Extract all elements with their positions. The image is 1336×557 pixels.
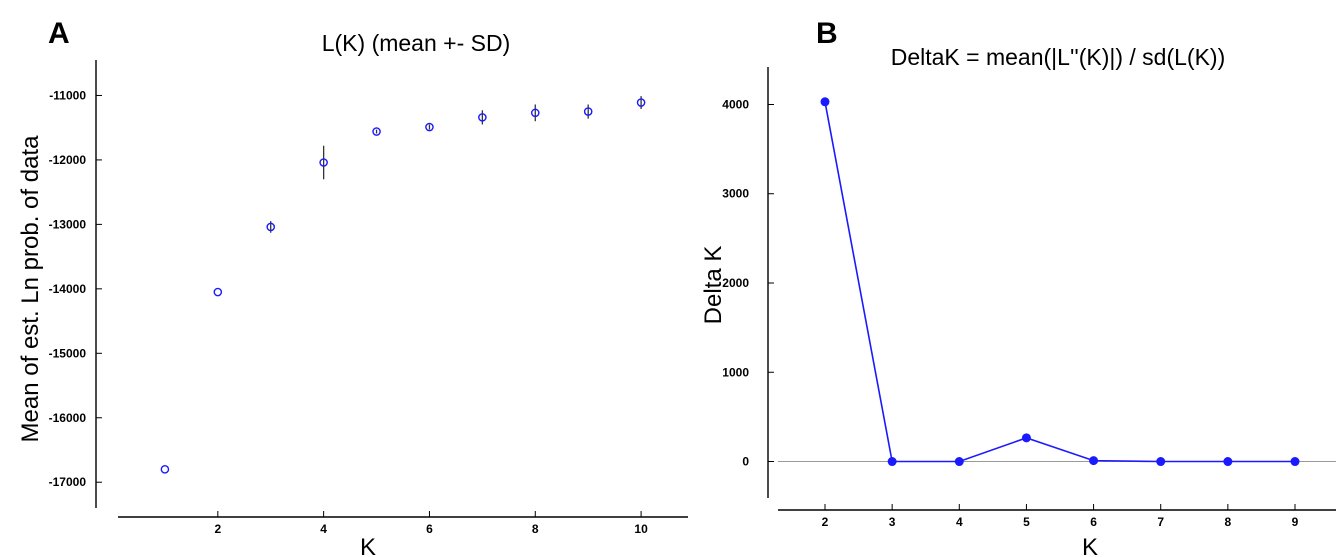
data-point: [266, 222, 276, 232]
panel-b-letter: B: [816, 17, 838, 50]
data-point: [820, 97, 830, 107]
x-tick-label: 3: [889, 515, 896, 529]
panel-b-title: DeltaK = mean(|L''(K)|) / sd(L(K)): [891, 44, 1226, 70]
data-point: [887, 457, 897, 467]
data-point: [1223, 457, 1233, 467]
panel-b-ylabel: Delta K: [700, 246, 727, 325]
y-tick-label: 1000: [722, 365, 749, 379]
x-tick-label: 7: [1157, 515, 1164, 529]
data-point: [372, 127, 381, 136]
panel-a-x-ticks: 2 4 6 8 10: [214, 511, 648, 536]
panel-a-title: L(K) (mean +- SD): [322, 30, 511, 56]
y-tick-label: 3000: [722, 187, 749, 201]
data-point: [1021, 433, 1031, 443]
x-tick-label: 8: [1225, 515, 1232, 529]
panel-a-y-ticks: -17000 -16000 -15000 -14000 -13000 -12000 -110…: [49, 88, 102, 489]
y-tick-label: -16000: [49, 411, 87, 425]
x-tick-label: 5: [1023, 515, 1030, 529]
y-tick-label: 2000: [722, 276, 749, 290]
y-tick-label: -11000: [49, 88, 86, 102]
data-point: [213, 287, 223, 297]
y-tick-label: 4000: [722, 97, 749, 111]
panel-a-ylabel: Mean of est. Ln prob. of data: [17, 135, 44, 443]
y-tick-label: -14000: [49, 282, 87, 296]
y-tick-label: -15000: [49, 346, 87, 360]
panel-a-points: [160, 96, 646, 474]
data-point: [583, 107, 593, 116]
panel-b-xlabel: K: [1082, 534, 1098, 557]
y-tick-label: -12000: [49, 153, 87, 167]
data-point: [636, 98, 646, 107]
panel-a: A L(K) (mean +- SD) Mean of est. Ln prob…: [17, 17, 688, 557]
delta-k-line: [824, 101, 1295, 463]
x-tick-label: 6: [426, 522, 433, 536]
data-point: [478, 113, 487, 122]
panel-b-series: [820, 97, 1300, 467]
panel-b-y-ticks: 0 1000 2000 3000 4000: [722, 97, 774, 469]
data-point: [319, 158, 328, 167]
panel-b-x-ticks: 2 3 4 5 6 7 8 9: [822, 504, 1299, 529]
panel-a-letter: A: [48, 17, 70, 50]
x-tick-label: 4: [956, 515, 963, 529]
x-tick-label: 2: [822, 515, 829, 529]
panel-b: B DeltaK = mean(|L''(K)|) / sd(L(K)) Del…: [700, 17, 1336, 557]
y-tick-label: 0: [742, 455, 749, 469]
x-tick-label: 10: [634, 522, 648, 536]
x-tick-label: 4: [320, 522, 327, 536]
x-tick-label: 2: [214, 522, 221, 536]
data-point: [954, 457, 964, 467]
data-point: [425, 122, 434, 132]
x-tick-label: 8: [532, 522, 539, 536]
data-point: [1089, 456, 1099, 466]
data-point: [1156, 457, 1166, 467]
panel-a-xlabel: K: [360, 534, 376, 557]
x-tick-label: 9: [1292, 515, 1299, 529]
y-tick-label: -13000: [49, 217, 87, 231]
y-tick-label: -17000: [49, 475, 87, 489]
x-tick-label: 6: [1090, 515, 1097, 529]
data-point: [530, 108, 540, 118]
data-point: [160, 465, 170, 474]
data-point: [1290, 457, 1300, 467]
